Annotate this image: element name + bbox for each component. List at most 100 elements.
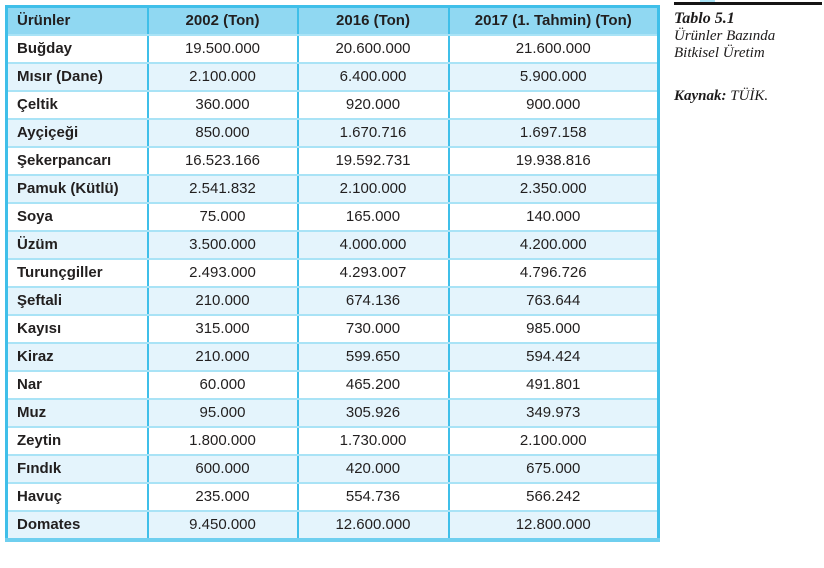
value-cell: 465.200 bbox=[296, 370, 450, 400]
column-header-2017: 2017 (1. Tahmin) (Ton) bbox=[447, 5, 660, 36]
value-cell: 2.541.832 bbox=[146, 174, 299, 204]
value-cell: 75.000 bbox=[146, 202, 299, 232]
value-cell: 19.938.816 bbox=[447, 146, 660, 176]
table-row: Mısır (Dane) 2.100.000 6.400.000 5.900.000 bbox=[5, 62, 660, 92]
value-cell: 674.136 bbox=[296, 286, 450, 316]
product-name-cell: Buğday bbox=[5, 34, 149, 64]
product-name-cell: Havuç bbox=[5, 482, 149, 512]
table-row: Şeftali 210.000 674.136 763.644 bbox=[5, 286, 660, 316]
value-cell: 5.900.000 bbox=[447, 62, 660, 92]
table-caption: Ürünler Bazında Bitkisel Üretim bbox=[674, 28, 776, 61]
product-name-cell: Domates bbox=[5, 510, 149, 541]
value-cell: 140.000 bbox=[447, 202, 660, 232]
product-name-cell: Fındık bbox=[5, 454, 149, 484]
value-cell: 12.800.000 bbox=[447, 510, 660, 541]
table-row: Kayısı 315.000 730.000 985.000 bbox=[5, 314, 660, 344]
product-name-cell: Kayısı bbox=[5, 314, 149, 344]
value-cell: 6.400.000 bbox=[296, 62, 450, 92]
table-row: Pamuk (Kütlü) 2.541.832 2.100.000 2.350.000 bbox=[5, 174, 660, 204]
value-cell: 315.000 bbox=[146, 314, 299, 344]
table-row: Buğday 19.500.000 20.600.000 21.600.000 bbox=[5, 34, 660, 64]
page-edge-mark bbox=[700, 0, 715, 2]
product-name-cell: Kiraz bbox=[5, 342, 149, 372]
column-header-products: Ürünler bbox=[5, 5, 149, 36]
value-cell: 850.000 bbox=[146, 118, 299, 148]
value-cell: 3.500.000 bbox=[146, 230, 299, 260]
value-cell: 20.600.000 bbox=[296, 34, 450, 64]
value-cell: 491.801 bbox=[447, 370, 660, 400]
value-cell: 4.200.000 bbox=[447, 230, 660, 260]
value-cell: 235.000 bbox=[146, 482, 299, 512]
table-row: Nar 60.000 465.200 491.801 bbox=[5, 370, 660, 400]
value-cell: 95.000 bbox=[146, 398, 299, 428]
value-cell: 210.000 bbox=[146, 342, 299, 372]
column-header-2002: 2002 (Ton) bbox=[146, 5, 299, 36]
source-note: Kaynak: TÜİK. bbox=[674, 88, 822, 105]
product-name-cell: Şekerpancarı bbox=[5, 146, 149, 176]
value-cell: 985.000 bbox=[447, 314, 660, 344]
value-cell: 4.000.000 bbox=[296, 230, 450, 260]
value-cell: 554.736 bbox=[296, 482, 450, 512]
value-cell: 2.350.000 bbox=[447, 174, 660, 204]
value-cell: 21.600.000 bbox=[447, 34, 660, 64]
table-row: Zeytin 1.800.000 1.730.000 2.100.000 bbox=[5, 426, 660, 456]
product-name-cell: Nar bbox=[5, 370, 149, 400]
value-cell: 2.493.000 bbox=[146, 258, 299, 288]
table-row: Havuç 235.000 554.736 566.242 bbox=[5, 482, 660, 512]
value-cell: 1.697.158 bbox=[447, 118, 660, 148]
value-cell: 675.000 bbox=[447, 454, 660, 484]
caption-rule bbox=[674, 2, 822, 5]
header-row: Ürünler 2002 (Ton) 2016 (Ton) 2017 (1. T… bbox=[5, 5, 660, 36]
table-row: Ayçiçeği 850.000 1.670.716 1.697.158 bbox=[5, 118, 660, 148]
value-cell: 600.000 bbox=[146, 454, 299, 484]
value-cell: 2.100.000 bbox=[146, 62, 299, 92]
value-cell: 900.000 bbox=[447, 90, 660, 120]
value-cell: 360.000 bbox=[146, 90, 299, 120]
value-cell: 2.100.000 bbox=[447, 426, 660, 456]
product-name-cell: Pamuk (Kütlü) bbox=[5, 174, 149, 204]
production-table-container: Ürünler 2002 (Ton) 2016 (Ton) 2017 (1. T… bbox=[5, 5, 660, 542]
table-row: Çeltik 360.000 920.000 900.000 bbox=[5, 90, 660, 120]
value-cell: 599.650 bbox=[296, 342, 450, 372]
table-row: Fındık 600.000 420.000 675.000 bbox=[5, 454, 660, 484]
product-name-cell: Şeftali bbox=[5, 286, 149, 316]
product-name-cell: Turunçgiller bbox=[5, 258, 149, 288]
value-cell: 165.000 bbox=[296, 202, 450, 232]
production-table: Ürünler 2002 (Ton) 2016 (Ton) 2017 (1. T… bbox=[5, 5, 660, 542]
value-cell: 594.424 bbox=[447, 342, 660, 372]
value-cell: 420.000 bbox=[296, 454, 450, 484]
table-body: Buğday 19.500.000 20.600.000 21.600.000 Mısı… bbox=[5, 34, 660, 541]
table-row: Muz 95.000 305.926 349.973 bbox=[5, 398, 660, 428]
table-header: Ürünler 2002 (Ton) 2016 (Ton) 2017 (1. T… bbox=[5, 5, 660, 36]
value-cell: 210.000 bbox=[146, 286, 299, 316]
table-row: Kiraz 210.000 599.650 594.424 bbox=[5, 342, 660, 372]
value-cell: 1.670.716 bbox=[296, 118, 450, 148]
source-value: TÜİK. bbox=[730, 88, 769, 104]
product-name-cell: Soya bbox=[5, 202, 149, 232]
value-cell: 730.000 bbox=[296, 314, 450, 344]
value-cell: 2.100.000 bbox=[296, 174, 450, 204]
value-cell: 60.000 bbox=[146, 370, 299, 400]
source-label: Kaynak: bbox=[674, 88, 727, 104]
product-name-cell: Zeytin bbox=[5, 426, 149, 456]
value-cell: 1.800.000 bbox=[146, 426, 299, 456]
value-cell: 566.242 bbox=[447, 482, 660, 512]
table-row: Şekerpancarı 16.523.166 19.592.731 19.938.8… bbox=[5, 146, 660, 176]
value-cell: 763.644 bbox=[447, 286, 660, 316]
value-cell: 12.600.000 bbox=[296, 510, 450, 541]
product-name-cell: Ayçiçeği bbox=[5, 118, 149, 148]
value-cell: 9.450.000 bbox=[146, 510, 299, 541]
product-name-cell: Çeltik bbox=[5, 90, 149, 120]
table-row: Domates 9.450.000 12.600.000 12.800.000 bbox=[5, 510, 660, 541]
value-cell: 305.926 bbox=[296, 398, 450, 428]
value-cell: 1.730.000 bbox=[296, 426, 450, 456]
value-cell: 4.293.007 bbox=[296, 258, 450, 288]
table-label: Tablo 5.1 bbox=[674, 10, 735, 27]
value-cell: 4.796.726 bbox=[447, 258, 660, 288]
table-row: Turunçgiller 2.493.000 4.293.007 4.796.726 bbox=[5, 258, 660, 288]
value-cell: 349.973 bbox=[447, 398, 660, 428]
value-cell: 19.500.000 bbox=[146, 34, 299, 64]
table-row: Üzüm 3.500.000 4.000.000 4.200.000 bbox=[5, 230, 660, 260]
value-cell: 19.592.731 bbox=[296, 146, 450, 176]
